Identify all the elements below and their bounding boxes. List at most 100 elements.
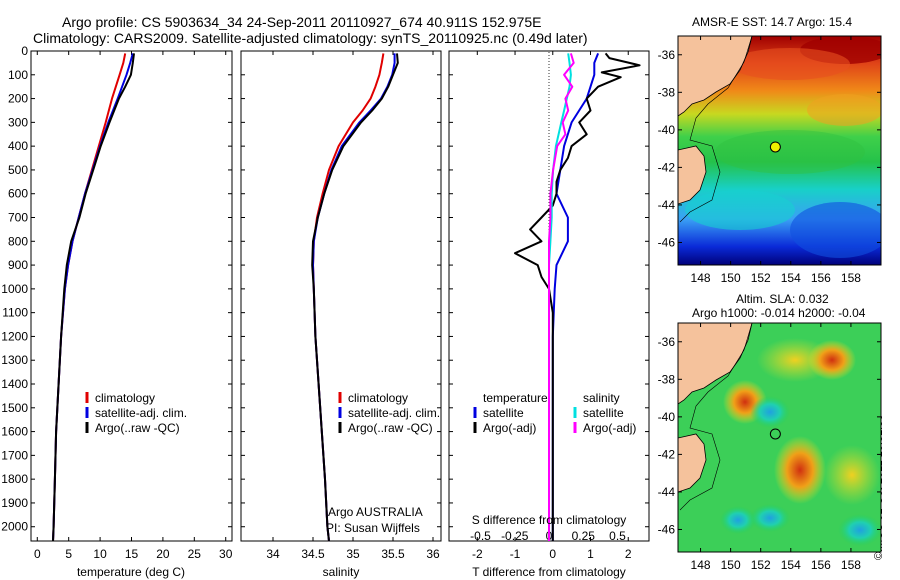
x-tick-label: 20 [156,547,170,561]
lat-tick-label: -38 [658,372,676,386]
float-position-marker-sla [769,428,781,440]
salinity-diff-tick-label: 0.25 [572,529,596,543]
salinity-diff-legend-entry: Argo(-adj) [583,421,636,435]
salinity-legend-entry: climatology [348,391,408,405]
sst-map: -36 -38 -40 -42 -44 -46 148 150 152 154 156 158 [658,35,882,285]
difference-series-t-argo [514,52,641,541]
temperature-legend-entry: climatology [95,391,155,405]
x-tick-label: 34.5 [301,547,325,561]
float-operator-label: Argo AUSTRALIA [328,505,423,519]
temperature-axes-box [30,50,233,542]
depth-tick-label: 1700 [1,448,28,462]
x-tick-label: -2 [472,547,483,561]
salinity-diff-tick-label: 0.5 [609,529,626,543]
temperature-panel: 0 5 10 15 20 25 300100200300400500600700800900… [1,44,232,579]
sla-high-eddy-2 [774,436,826,504]
lat-tick-label: -36 [658,48,676,62]
depth-tick-label: 900 [8,258,28,272]
sst-green-band [715,130,865,174]
sla-high-eddy-3 [808,340,856,380]
depth-tick-label: 1500 [1,401,28,415]
principal-investigator-label: PI: Susan Wijffels [326,521,420,535]
depth-tick-label: 2000 [1,520,28,534]
depth-tick-label: 700 [8,211,28,225]
salinity-difference-label: S difference from climatology [472,513,627,527]
sla-mid-patch-2 [824,445,880,505]
sla-map-title: Altim. SLA: 0.032 [736,292,829,306]
sst-orange-patch [807,94,881,126]
lat-tick-label: -40 [658,410,676,424]
chart-title-line2: Climatology: CARS2009. Satellite-adjuste… [33,30,588,46]
lat-tick-label: -44 [658,198,676,212]
x-tick-label: 10 [93,547,107,561]
salinity-diff-tick-label: -0.25 [501,529,529,543]
salinity-diff-tick-label: -0.5 [470,529,491,543]
sla-mainland-coast [678,323,753,405]
sla-map: -36 -38 -40 -42 -44 -46 148 150 152 154 156 158 [658,322,882,572]
sst-cyan-patch [685,190,795,230]
temperature-legend-entry: satellite-adj. clim. [95,406,187,420]
temperature-xlabel: temperature (deg C) [77,565,185,579]
lat-tick-label: -42 [658,447,676,461]
sst-mainland-coast [678,36,753,117]
depth-tick-label: 0 [21,44,28,58]
sla-shelf-contour [679,323,753,511]
depth-tick-label: 200 [8,92,28,106]
lon-tick-label: 152 [751,558,771,572]
temperature-legend-entry: Argo(..raw -QC) [95,421,180,435]
sla-map-frame [677,322,882,553]
lat-tick-label: -38 [658,85,676,99]
x-tick-label: 15 [125,547,139,561]
depth-tick-label: 300 [8,115,28,129]
lon-tick-label: 148 [691,271,711,285]
salinity-series-argo [311,53,399,542]
sla-low-eddy-3 [750,504,790,532]
depth-tick-label: 800 [8,234,28,248]
lon-tick-label: 158 [841,558,861,572]
salinity-xlabel: salinity [323,565,360,579]
x-tick-label: 5 [65,547,72,561]
depth-tick-label: 600 [8,187,28,201]
x-tick-label: 1 [587,547,594,561]
temperature-diff-legend-entry: temperature [483,391,548,405]
depth-tick-label: 1200 [1,329,28,343]
lat-tick-label: -42 [658,160,676,174]
x-tick-label: 0 [34,547,41,561]
sla-map-subtitle: Argo h1000: -0.014 h2000: -0.04 [692,306,866,320]
x-tick-label: 30 [219,547,233,561]
depth-tick-label: 400 [8,139,28,153]
temperature-diff-legend-entry: Argo(-adj) [483,421,536,435]
lat-tick-label: -44 [658,485,676,499]
lon-tick-label: 152 [751,271,771,285]
lon-tick-label: 154 [781,558,801,572]
depth-tick-label: 500 [8,163,28,177]
sst-warm-band [730,48,850,80]
x-tick-label: 25 [188,547,202,561]
lat-tick-label: -46 [658,235,676,249]
x-tick-label: 35 [346,547,360,561]
temperature-diff-legend-entry: satellite [483,406,524,420]
lon-tick-label: 154 [781,271,801,285]
lat-tick-label: -36 [658,335,676,349]
sla-tasmania [678,433,707,493]
sla-low-eddy-4 [838,514,881,546]
sst-map-frame [677,35,882,266]
sla-low-eddy-2 [720,506,756,534]
depth-tick-label: 1400 [1,377,28,391]
depth-tick-label: 100 [8,68,28,82]
salinity-panel: 34 34.5 35 35.5 36 salinity Argo AUSTRALIA P… [240,50,442,579]
lon-tick-label: 150 [721,558,741,572]
lon-tick-label: 150 [721,271,741,285]
difference-series-s-argo [548,53,575,541]
depth-tick-label: 1600 [1,425,28,439]
sst-tasmania [678,145,707,205]
x-tick-label: 2 [625,547,632,561]
lon-tick-label: 148 [691,558,711,572]
sla-low-eddy-1 [750,396,790,428]
lon-tick-label: 156 [811,558,831,572]
sst-shelf-contour [679,36,753,223]
x-tick-label: 36 [426,547,440,561]
temperature-difference-xlabel: T difference from climatology [472,565,626,579]
x-tick-label: 0 [549,547,556,561]
